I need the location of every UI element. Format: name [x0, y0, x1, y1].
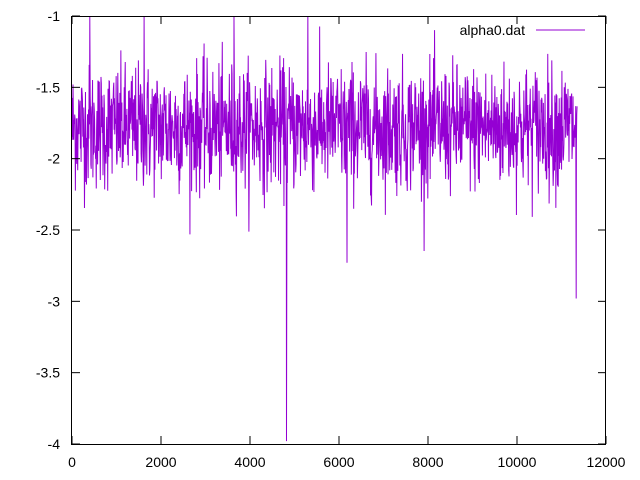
y-tick-label: -3.5 — [36, 365, 60, 381]
y-tick-label: -2 — [48, 151, 61, 167]
y-tick-label: -3 — [48, 293, 61, 309]
legend-label: alpha0.dat — [460, 22, 526, 38]
x-tick-label: 6000 — [323, 454, 354, 470]
y-tick-label: -1.5 — [36, 79, 60, 95]
y-tick-label: -4 — [48, 436, 61, 452]
series-group — [71, 15, 578, 442]
y-tick-label: -2.5 — [36, 222, 60, 238]
series-line-alpha0 — [71, 15, 578, 442]
x-tick-label: 10000 — [498, 454, 537, 470]
y-tick-label: -1 — [48, 8, 61, 24]
x-tick-label: 8000 — [412, 454, 443, 470]
x-tick-label: 4000 — [234, 454, 265, 470]
legend: alpha0.dat — [460, 22, 585, 38]
x-tick-label: 2000 — [145, 454, 176, 470]
x-tick-label: 0 — [68, 454, 76, 470]
x-tick-label: 12000 — [587, 454, 626, 470]
ticks-group: 0 2000 4000 6000 8000 10000 12000 -1 -1.5 -2 -2.5 -… — [36, 8, 626, 470]
